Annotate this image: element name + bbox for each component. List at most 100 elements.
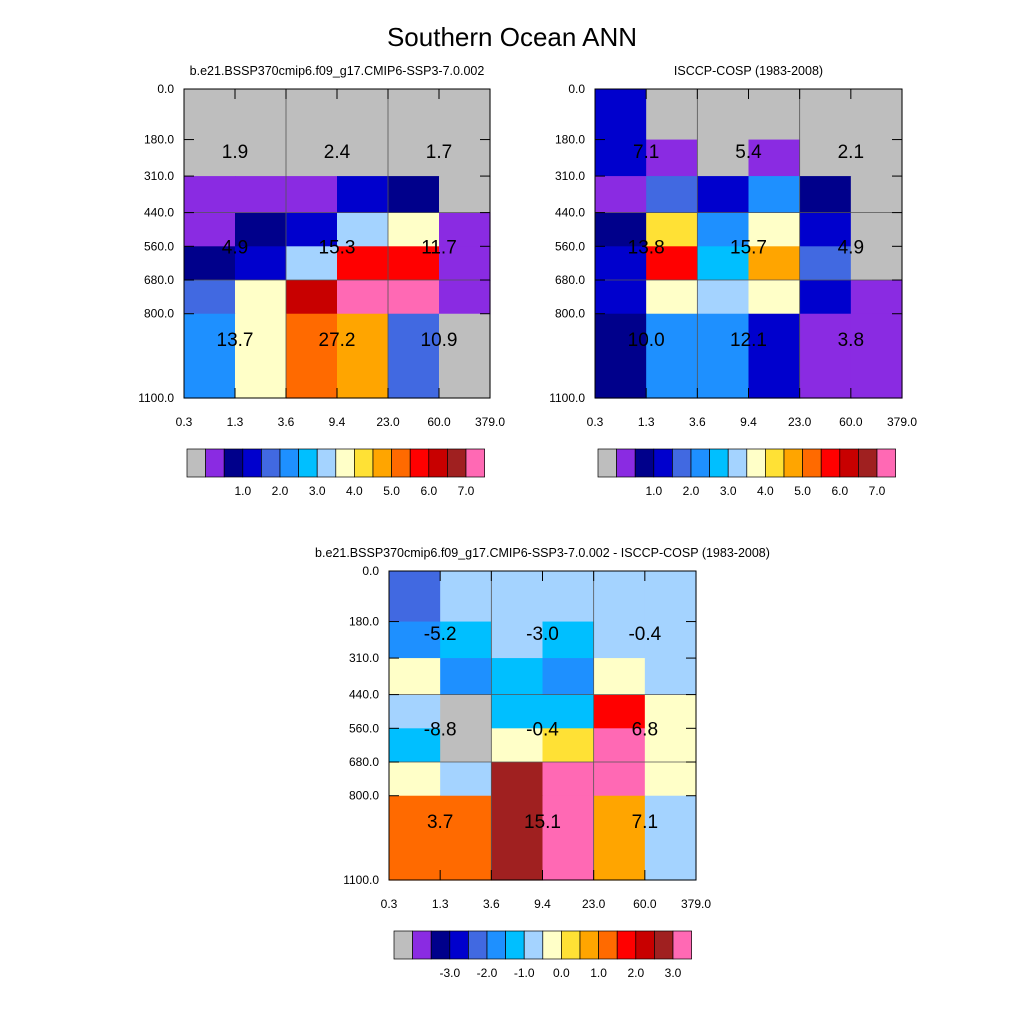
- colorbar-swatch: [298, 448, 318, 478]
- heatmap-cell: [646, 246, 698, 281]
- heatmap-cell: [799, 280, 852, 315]
- colorbar-label: 4.0: [757, 484, 774, 498]
- heatmap-cell: [593, 694, 646, 729]
- heatmap-cell: [850, 246, 903, 281]
- x-tick-label: 1.3: [227, 415, 244, 429]
- heatmap-cell: [593, 795, 646, 881]
- colorbar-swatch: [449, 930, 469, 960]
- colorbar-swatch: [709, 448, 729, 478]
- heatmap-cell: [286, 139, 338, 177]
- x-tick-label: 3.6: [689, 415, 706, 429]
- heatmap-cell: [646, 313, 698, 399]
- heatmap-cell: [286, 246, 338, 281]
- heatmap-cell: [748, 212, 801, 247]
- colorbar-swatch: [876, 448, 896, 478]
- heatmap-cell: [799, 313, 852, 399]
- colorbar-label: -3.0: [439, 966, 460, 980]
- box-value-label: 2.4: [324, 142, 351, 163]
- heatmap-cell: [697, 176, 750, 214]
- heatmap-cell: [235, 246, 287, 281]
- x-tick-label: 9.4: [534, 897, 551, 911]
- heatmap-cell: [644, 728, 697, 763]
- heatmap-cell: [439, 212, 491, 247]
- heatmap-cell: [697, 313, 750, 399]
- colorbar-swatch: [279, 448, 299, 478]
- colorbar-swatch: [579, 930, 599, 960]
- heatmap-cell: [491, 762, 544, 797]
- heatmap-cell: [491, 658, 544, 696]
- heatmap-cell: [337, 176, 389, 214]
- heatmap-cell: [389, 728, 441, 763]
- heatmap-cell: [286, 313, 338, 399]
- heatmap-cell: [491, 694, 544, 729]
- heatmap-cell: [184, 176, 236, 214]
- box-value-label: 7.1: [633, 142, 659, 163]
- heatmap-cell: [595, 246, 647, 281]
- y-tick-label: 440.0: [349, 688, 379, 702]
- y-tick-label: 310.0: [349, 651, 379, 665]
- panel-difference: b.e21.BSSP370cmip6.f09_g17.CMIP6-SSP3-7.…: [315, 546, 770, 980]
- heatmap-cell: [748, 246, 801, 281]
- x-tick-label: 60.0: [633, 897, 657, 911]
- x-tick-label: 379.0: [681, 897, 711, 911]
- colorbar-swatch: [858, 448, 878, 478]
- box-value-label: 5.4: [735, 142, 762, 163]
- colorbar-swatch: [635, 930, 655, 960]
- heatmap-cell: [388, 246, 440, 281]
- colorbar-swatch: [486, 930, 506, 960]
- heatmap-cell: [542, 621, 595, 659]
- heatmap-cell: [388, 89, 440, 141]
- heatmap-cell: [697, 139, 750, 177]
- heatmap-cell: [389, 795, 441, 881]
- heatmap-cell: [440, 571, 492, 623]
- colorbar-swatch: [186, 448, 206, 478]
- heatmap-cell: [184, 246, 236, 281]
- y-tick-label: 1100.0: [138, 391, 174, 405]
- heatmap-cell: [595, 139, 647, 177]
- colorbar-label: 5.0: [383, 484, 400, 498]
- box-value-label: 11.7: [421, 237, 457, 258]
- x-tick-label: 0.3: [587, 415, 604, 429]
- heatmap-cell: [389, 571, 441, 623]
- heatmap-cell: [593, 658, 646, 696]
- box-value-label: -0.4: [628, 624, 661, 645]
- heatmap-cell: [388, 176, 440, 214]
- colorbar-swatch: [598, 930, 618, 960]
- heatmap-cell: [440, 762, 492, 797]
- y-tick-label: 180.0: [555, 133, 585, 147]
- colorbar-swatch: [428, 448, 448, 478]
- heatmap-cell: [439, 246, 491, 281]
- colorbar-label: 5.0: [794, 484, 811, 498]
- heatmap-cell: [439, 139, 491, 177]
- colorbar-label: 6.0: [420, 484, 437, 498]
- heatmap-cell: [439, 89, 491, 141]
- panel-title: ISCCP-COSP (1983-2008): [674, 64, 823, 78]
- heatmap-cell: [286, 89, 338, 141]
- heatmap-cell: [235, 313, 287, 399]
- y-tick-label: 560.0: [349, 721, 379, 735]
- x-tick-label: 379.0: [887, 415, 917, 429]
- y-tick-label: 560.0: [144, 239, 174, 253]
- heatmap-cell: [595, 176, 647, 214]
- colorbar-swatch: [561, 930, 581, 960]
- heatmap-cell: [337, 89, 389, 141]
- heatmap-cell: [644, 571, 697, 623]
- heatmap-cell: [440, 621, 492, 659]
- heatmap-cell: [593, 728, 646, 763]
- colorbar-swatch: [465, 448, 485, 478]
- box-value-label: -0.4: [526, 719, 559, 740]
- heatmap-cell: [440, 694, 492, 729]
- heatmap-cell: [595, 89, 647, 141]
- heatmap-cell: [850, 212, 903, 247]
- heatmap-cell: [748, 313, 801, 399]
- heatmap-cell: [491, 571, 544, 623]
- x-tick-label: 0.3: [176, 415, 193, 429]
- box-value-label: 10.0: [628, 330, 665, 351]
- box-value-label: 3.8: [838, 330, 864, 351]
- heatmap-cell: [644, 795, 697, 881]
- y-tick-label: 800.0: [555, 307, 585, 321]
- box-value-label: 4.9: [838, 237, 864, 258]
- heatmap-cell: [850, 139, 903, 177]
- heatmap-cell: [388, 139, 440, 177]
